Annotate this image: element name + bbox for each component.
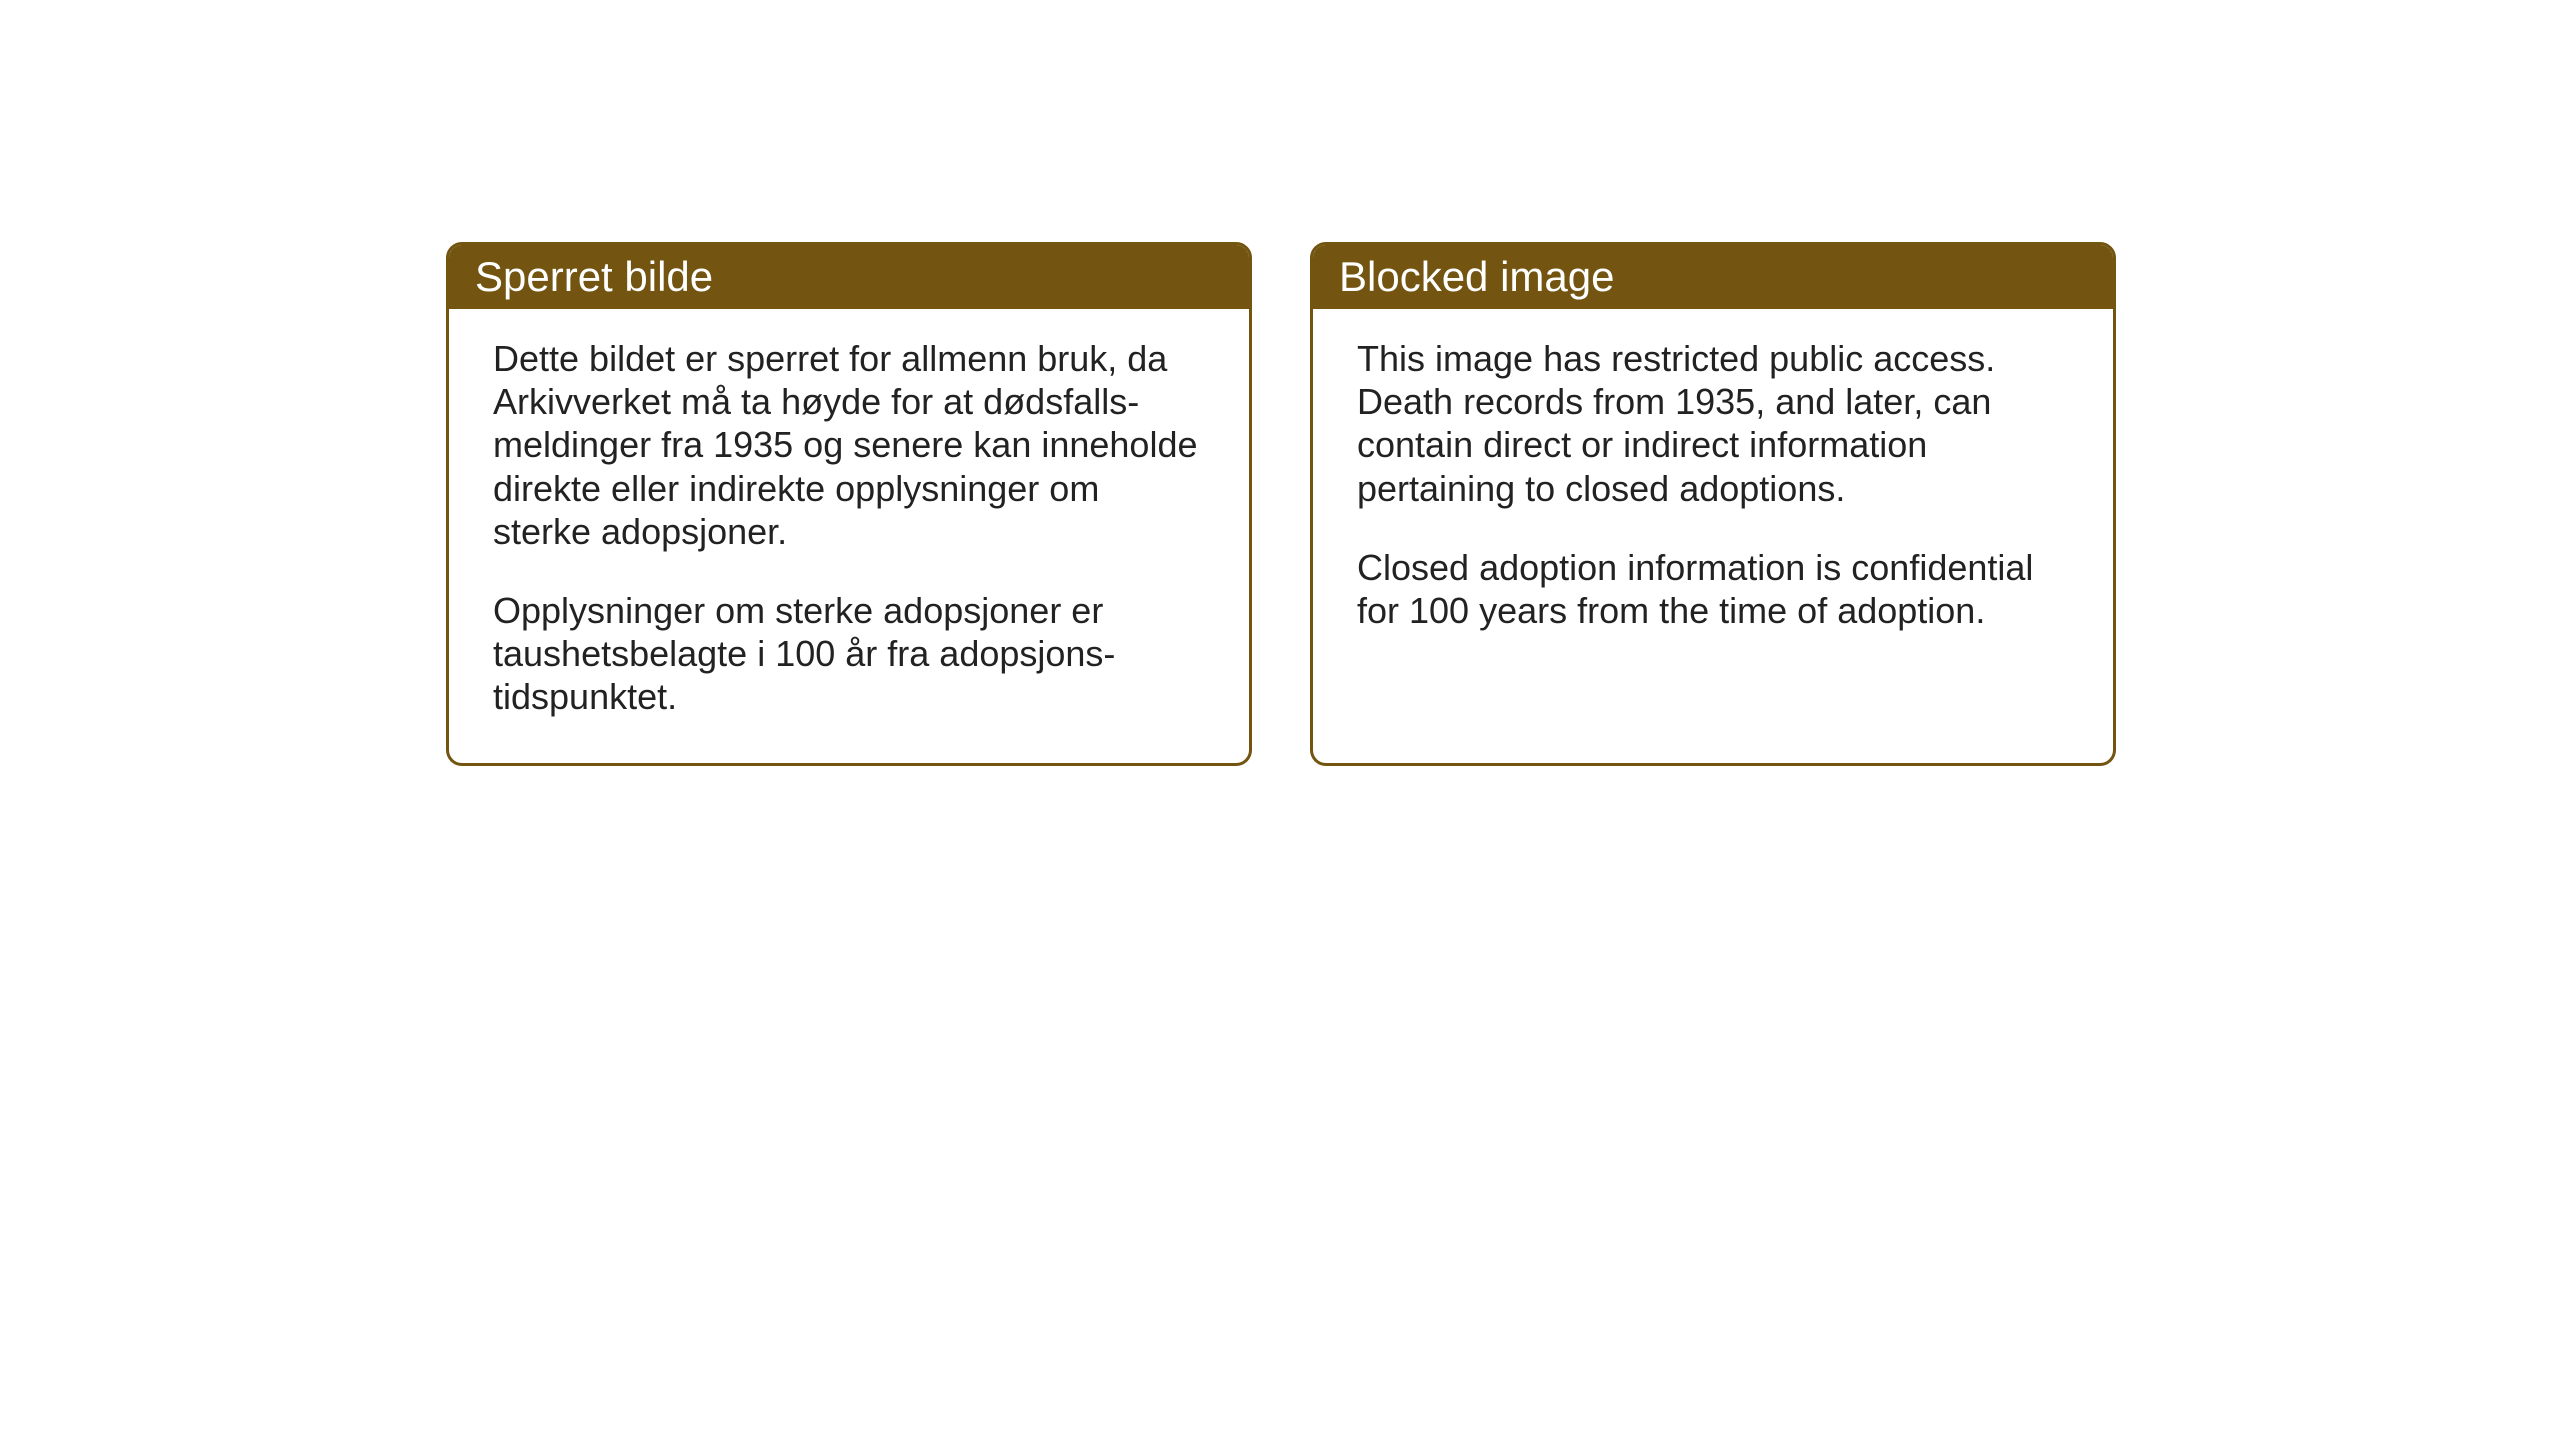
card-english-body: This image has restricted public access.… <box>1313 309 2113 676</box>
card-norwegian-paragraph-1: Dette bildet er sperret for allmenn bruk… <box>493 337 1205 553</box>
card-norwegian-header: Sperret bilde <box>449 245 1249 309</box>
card-norwegian-body: Dette bildet er sperret for allmenn bruk… <box>449 309 1249 763</box>
card-english: Blocked image This image has restricted … <box>1310 242 2116 766</box>
card-english-title: Blocked image <box>1339 253 1614 300</box>
card-english-paragraph-1: This image has restricted public access.… <box>1357 337 2069 510</box>
card-norwegian: Sperret bilde Dette bildet er sperret fo… <box>446 242 1252 766</box>
cards-container: Sperret bilde Dette bildet er sperret fo… <box>446 242 2116 766</box>
card-norwegian-title: Sperret bilde <box>475 253 713 300</box>
card-norwegian-paragraph-2: Opplysninger om sterke adopsjoner er tau… <box>493 589 1205 719</box>
card-english-paragraph-2: Closed adoption information is confident… <box>1357 546 2069 632</box>
card-english-header: Blocked image <box>1313 245 2113 309</box>
